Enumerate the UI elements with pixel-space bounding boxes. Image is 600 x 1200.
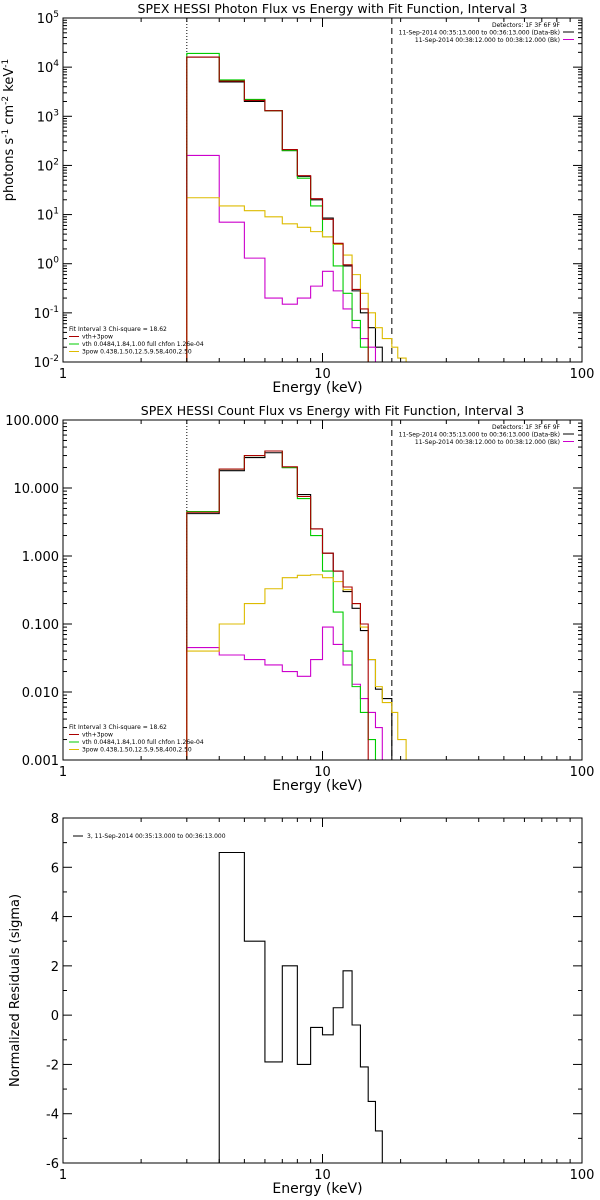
panel2-series-2-step-line <box>186 450 377 760</box>
panel1-x-tick-label: 1 <box>59 367 67 382</box>
panel1-series-1-step-line <box>186 154 383 362</box>
panel1-series-0-step-line <box>186 56 392 362</box>
panel3-x-axis-label: Energy (keV) <box>272 1181 362 1197</box>
panel3-y-tick-label: 0 <box>51 1009 59 1024</box>
panel1-x-tick-label: 10 <box>314 367 331 382</box>
panel2-series-0-step-line <box>186 452 393 760</box>
panel1-y-tick-label: 10-1 <box>33 305 59 322</box>
panel2-header-text: 11-Sep-2014 00:35:13.000 to 00:36:13.000… <box>399 432 560 439</box>
panel1-chart-title: SPEX HESSI Photon Flux vs Energy with Fi… <box>138 1 528 16</box>
panel1-y-tick-label: 105 <box>37 10 59 27</box>
panel1-y-tick-label: 100 <box>37 256 60 273</box>
panel3-y-tick-label: 4 <box>51 911 59 926</box>
panel2-x-tick-label: 100 <box>570 765 595 780</box>
panel2-y-tick-label: 0.001 <box>22 754 59 769</box>
panel1-y-axis-label: photons s-1 cm-2 keV-1 <box>1 59 17 201</box>
panel3-y-axis-label: Normalized Residuals (sigma) <box>8 894 23 1087</box>
panel2-plot-frame <box>62 419 583 761</box>
panel2-legend-text: vth 0.0484,1.84,1.00 full chfon 1.26e-04 <box>82 739 204 746</box>
panel1-plot-frame <box>62 17 583 363</box>
panel1-x-axis-label: Energy (keV) <box>272 380 362 396</box>
panel1-header-text: Detectors: 1F 3F 6F 9F <box>492 22 561 29</box>
panel2-y-tick-label: 0.010 <box>22 686 59 701</box>
panel2-legend-text: 3pow 0.438,1.50,12.5,9.58,400,2.50 <box>82 747 192 754</box>
panel2-chart-title: SPEX HESSI Count Flux vs Energy with Fit… <box>141 403 524 418</box>
panel2-header-text: 11-Sep-2014 00:38:12.000 to 00:38:12.000… <box>415 439 560 446</box>
panel2-x-axis-label: Energy (keV) <box>272 778 362 794</box>
panel1-series-2-step-line <box>186 52 376 362</box>
panel2-x-tick-label: 1 <box>59 765 67 780</box>
panel1-y-tick-label: 10-2 <box>33 354 59 371</box>
panel3-plot-frame <box>62 817 583 1164</box>
panel2-legend-text: Fit Interval 3 Chi-square = 18.62 <box>69 724 167 731</box>
panel1-header-text: 11-Sep-2014 00:35:13.000 to 00:36:13.000… <box>399 30 560 37</box>
panel3-y-tick-label: -6 <box>46 1157 59 1172</box>
panel3-x-tick-label: 10 <box>314 1168 331 1183</box>
panel1-legend-text: vth 0.0484,1.84,1.00 full chfon 1.26e-04 <box>82 341 204 348</box>
panel2-series-1-step-line <box>186 626 383 760</box>
panel3-y-tick-label: 8 <box>51 812 59 827</box>
panel2-y-tick-label: 100.000 <box>5 414 59 429</box>
panel2-legend-text: vth+3pow <box>82 732 113 739</box>
panel1-legend-text: 3pow 0.438,1.50,12.5,9.58,400,2.50 <box>82 349 192 356</box>
panel3-x-tick-label: 1 <box>59 1168 67 1183</box>
panel2-y-tick-label: 1.000 <box>22 550 59 565</box>
panel1-y-tick-label: 101 <box>37 207 59 224</box>
panel1-legend-text: vth+3pow <box>82 334 113 341</box>
panel2-y-tick-label: 0.100 <box>22 618 59 633</box>
panel1-y-tick-label: 102 <box>37 157 59 174</box>
panel3-series-0-step-line <box>186 851 392 1163</box>
panel2-header-text: Detectors: 1F 3F 6F 9F <box>492 424 561 431</box>
panel3-y-tick-label: -2 <box>46 1058 59 1073</box>
panel3-y-tick-label: 2 <box>51 960 59 975</box>
panel2-series-3-step-line <box>186 574 407 760</box>
panel1-y-tick-label: 104 <box>37 59 60 76</box>
panel2-y-tick-label: 10.000 <box>14 482 60 497</box>
panel2-series-4-step-line <box>186 450 369 760</box>
panel1-series-3-step-line <box>186 197 407 362</box>
panel1-header-text: 11-Sep-2014 00:38:12.000 to 00:38:12.000… <box>415 37 560 44</box>
panel1-series-4-step-line <box>186 56 369 362</box>
panel3-legend-text: 3, 11-Sep-2014 00:35:13.000 to 00:36:13.… <box>87 833 226 840</box>
panel1-x-tick-label: 100 <box>570 367 595 382</box>
panel3-y-tick-label: 6 <box>51 861 59 876</box>
panel3-y-tick-label: -4 <box>46 1108 59 1123</box>
panel3-x-tick-label: 100 <box>570 1168 595 1183</box>
panel2-x-tick-label: 10 <box>314 765 331 780</box>
panel1-legend-text: Fit Interval 3 Chi-square = 18.62 <box>69 326 167 333</box>
panel1-y-tick-label: 103 <box>37 108 59 125</box>
